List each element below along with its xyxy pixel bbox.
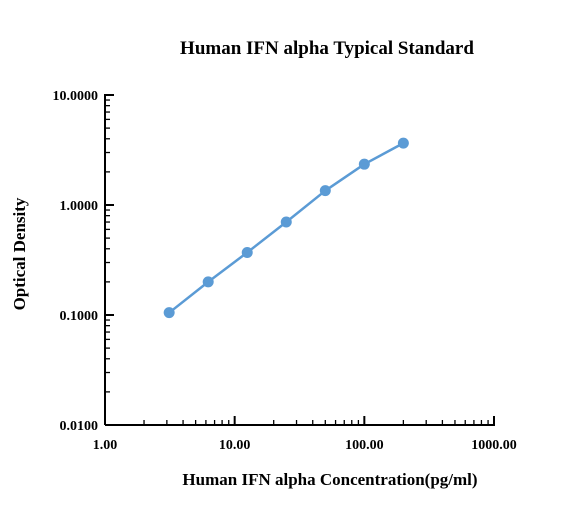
- x-tick-label: 100.00: [345, 438, 384, 453]
- data-point: [280, 216, 292, 228]
- x-tick-label: 1.00: [93, 438, 118, 453]
- chart-axes: [104, 94, 495, 426]
- chart-title: Human IFN alpha Typical Standard: [180, 38, 474, 59]
- data-point: [397, 137, 409, 149]
- x-tick-label: 10.00: [219, 438, 251, 453]
- series-line: [168, 141, 404, 314]
- y-tick-label: 1.0000: [60, 199, 99, 214]
- x-tick-label: 1000.00: [471, 438, 517, 453]
- axis-ticks: [104, 94, 495, 426]
- axis-tick-labels: 0.0100 0.1000 1.0000 10.0000 1.00 10.00 100.00…: [53, 89, 517, 453]
- y-axis-label: Optical Density: [10, 197, 29, 310]
- series-lines: [168, 141, 404, 314]
- y-tick-label: 0.1000: [60, 309, 99, 324]
- data-point: [163, 307, 175, 319]
- data-point: [202, 276, 214, 288]
- series-points: [163, 137, 409, 319]
- x-axis-label: Human IFN alpha Concentration(pg/ml): [182, 470, 477, 489]
- y-tick-label: 10.0000: [53, 89, 99, 104]
- data-point: [358, 158, 370, 170]
- y-tick-label: 0.0100: [60, 419, 99, 434]
- data-point: [319, 185, 331, 197]
- data-point: [241, 246, 253, 258]
